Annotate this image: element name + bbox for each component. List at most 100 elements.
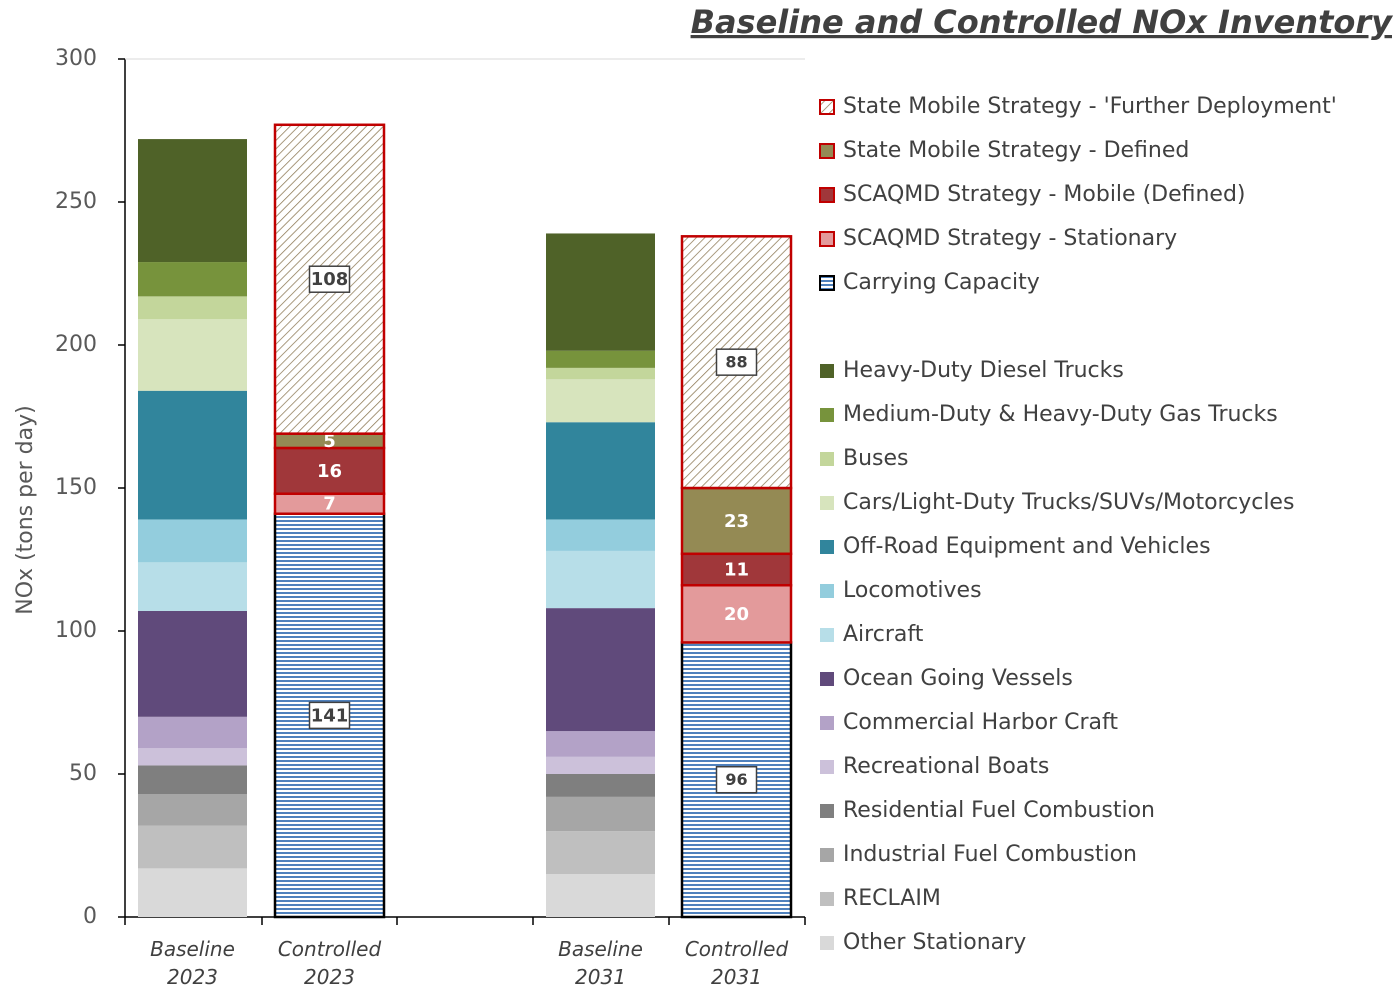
- x-tick-label: Baseline 2031: [558, 937, 643, 989]
- x-tick-label: Controlled 2023: [278, 937, 382, 989]
- legend-label: Commercial Harbor Craft: [843, 710, 1118, 735]
- data-label: 16: [317, 461, 342, 482]
- legend-swatch: [819, 143, 835, 159]
- y-tick-label: 300: [55, 46, 97, 71]
- legend-swatch: [819, 231, 835, 247]
- bar-segment: [138, 825, 247, 869]
- legend-label: Residential Fuel Combustion: [843, 798, 1155, 823]
- bar-segment: [138, 139, 247, 263]
- bar-segment: [546, 731, 655, 757]
- bar-segment: [138, 748, 247, 766]
- y-tick-label: 150: [55, 475, 97, 500]
- bar-segment: [546, 774, 655, 797]
- legend-swatch: [820, 848, 834, 862]
- legend-swatch: [820, 496, 834, 510]
- bar-segment: [546, 756, 655, 774]
- data-label: 96: [725, 770, 747, 789]
- x-tick-label-line: Controlled: [685, 937, 789, 961]
- legend-label: Carrying Capacity: [843, 270, 1040, 295]
- x-tick-label-line: 2031: [711, 965, 762, 989]
- legend-label: Ocean Going Vessels: [843, 666, 1073, 691]
- bar-segment: [546, 350, 655, 368]
- x-tick-label-line: 2031: [575, 965, 626, 989]
- legend-label: Other Stationary: [843, 930, 1026, 955]
- bar-segment: [546, 367, 655, 380]
- bar-segment: [138, 794, 247, 826]
- y-tick-label: 200: [55, 332, 97, 357]
- legend-label: Locomotives: [843, 578, 982, 603]
- bar-segment: [138, 765, 247, 795]
- legend-label: Off-Road Equipment and Vehicles: [843, 534, 1211, 559]
- x-tick-label-line: Controlled: [278, 937, 382, 961]
- bar-segment: [138, 262, 247, 297]
- legend-swatch: [820, 408, 834, 422]
- data-label: 88: [725, 353, 747, 372]
- legend-swatch: [820, 936, 834, 950]
- y-tick-label: 0: [83, 904, 97, 929]
- bar-segment: [546, 550, 655, 609]
- data-label: 11: [724, 560, 749, 581]
- legend-label: State Mobile Strategy - 'Further Deploym…: [843, 94, 1337, 119]
- bar-segment: [680, 486, 793, 556]
- bar-segment: [138, 868, 247, 917]
- legend-swatch: [820, 364, 834, 378]
- data-label-box: [715, 348, 758, 376]
- bar-segment: [138, 716, 247, 749]
- bar-segment: [546, 233, 655, 351]
- legend-swatch: [820, 892, 834, 906]
- legend-label: Medium-Duty & Heavy-Duty Gas Trucks: [843, 402, 1278, 427]
- x-tick-label-line: 2023: [304, 965, 355, 989]
- y-tick-label: 100: [55, 618, 97, 643]
- legend-label: RECLAIM: [843, 886, 941, 911]
- legend-swatch: [820, 540, 834, 554]
- bar-segment: [546, 608, 655, 732]
- legend-label: Heavy-Duty Diesel Trucks: [843, 358, 1124, 383]
- y-tick-label: 250: [55, 189, 97, 214]
- bar-segment: [680, 552, 793, 587]
- legend-label: Industrial Fuel Combustion: [843, 842, 1137, 867]
- data-label-box: [308, 265, 351, 293]
- legend-label: SCAQMD Strategy - Mobile (Defined): [843, 182, 1246, 207]
- data-label: 5: [323, 431, 336, 452]
- x-tick-label: Controlled 2031: [685, 937, 789, 989]
- y-tick-label: 50: [69, 761, 97, 786]
- data-label: 108: [311, 269, 349, 290]
- legend-swatch: [820, 804, 834, 818]
- bar-segment: [546, 519, 655, 551]
- bar-segment: [138, 610, 247, 717]
- legend-swatch: [820, 628, 834, 642]
- x-tick-label: Baseline 2023: [150, 937, 235, 989]
- data-label: 7: [323, 494, 336, 515]
- bar-segment: [680, 583, 793, 644]
- legend-swatch: [820, 672, 834, 686]
- legend-swatch: [820, 584, 834, 598]
- data-label-box: [308, 701, 351, 730]
- bar-segment: [273, 446, 386, 495]
- legend-label: Recreational Boats: [843, 754, 1049, 779]
- x-axis-ticks: [124, 917, 806, 925]
- bar-segment: [138, 390, 247, 520]
- legend-swatch: [820, 760, 834, 774]
- data-label: 23: [724, 511, 749, 532]
- legend-swatch: [820, 452, 834, 466]
- bar-segment: [546, 831, 655, 875]
- bar-segment: [138, 519, 247, 563]
- chart-title: Baseline and Controlled NOx Inventory: [691, 3, 1394, 41]
- bar-segment: [546, 379, 655, 423]
- legend-swatch: [819, 187, 835, 203]
- x-tick-label-line: Baseline: [150, 937, 235, 961]
- data-label: 141: [311, 705, 349, 726]
- bar-segment: [138, 562, 247, 611]
- bar-segment: [138, 319, 247, 391]
- legend-swatch: [820, 716, 834, 730]
- legend-label: Aircraft: [843, 622, 924, 647]
- data-label-box: [715, 765, 758, 794]
- bar-segment: [546, 422, 655, 520]
- legend-swatch: [819, 99, 835, 115]
- x-tick-label-line: 2023: [167, 965, 218, 989]
- legend-label: Buses: [843, 446, 909, 471]
- legend-label: SCAQMD Strategy - Stationary: [843, 226, 1177, 251]
- legend-swatch: [819, 275, 835, 291]
- x-tick-label-line: Baseline: [558, 937, 643, 961]
